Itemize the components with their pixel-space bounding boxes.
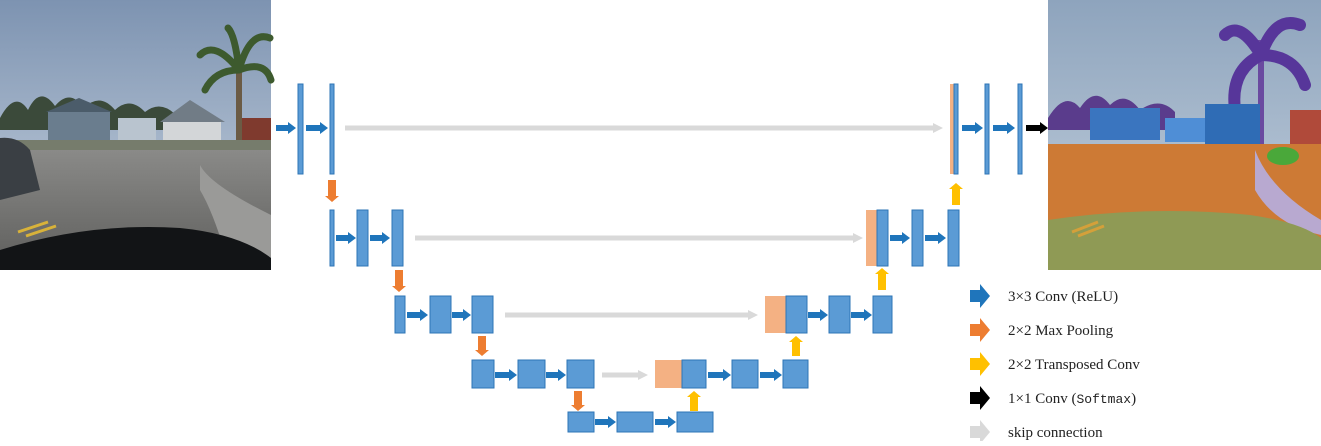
conv-arrow-l5-a [595,416,616,428]
conv-arrow-l4-b [546,369,566,381]
legend-upconv-arrow-icon [970,352,990,376]
feature-map-l1-dec-a [953,83,959,175]
skip-arrow-l2 [415,233,863,243]
legend-pool-label: 2×2 Max Pooling [1008,322,1114,339]
legend-final-arrow-icon [970,386,990,410]
conv-arrow-l5-b [655,416,676,428]
legend-icons [970,284,990,441]
legend-conv-label: 3×3 Conv (ReLU) [1008,288,1119,305]
conv-arrow-l1-dec-b [993,122,1015,134]
feature-map-l2-c [391,209,404,267]
feature-map-l4-a [471,359,495,389]
upconv-arrow-l5 [687,391,701,411]
conv-arrow-l2-a [336,232,356,244]
legend-conv-arrow-icon [970,284,990,308]
output-image [1048,0,1321,270]
legend-upconv-label: 2×2 Transposed Conv [1008,356,1140,373]
pool-arrow-l2 [392,270,406,292]
upconv-arrow-l3 [875,268,889,290]
legend-pool-arrow-icon [970,318,990,342]
legend-skip-label: skip connection [1008,424,1103,441]
feature-map-l1-b [329,83,335,175]
unet-network [276,83,1048,433]
upconv-arrow-l4 [789,336,803,356]
conv-arrow-l3-dec-b [851,309,872,321]
concat-map-l4 [655,360,682,388]
feature-map-l1-a [297,83,304,175]
feature-map-l3-dec-b [828,295,851,334]
feature-map-l4-c [566,359,595,389]
legend-item-final: 1×1 Conv (Softmax) [968,386,1136,412]
feature-map-l1-dec-c [1017,83,1023,175]
conv-arrow-l4-a [495,369,517,381]
legend-final-label-suffix: ) [1131,390,1137,407]
conv-arrow-l2-dec-b [925,232,946,244]
conv-arrow-l3-b [452,309,471,321]
feature-map-l2-dec-b [911,209,924,267]
conv-arrow-l3-a [407,309,428,321]
input-image [0,0,275,270]
concat-map-l2 [866,210,877,266]
conv-arrow-l3-dec-a [808,309,828,321]
concat-map-l3 [765,296,786,333]
feature-map-l4-dec-c [782,359,809,389]
conv-arrow-l2-b [370,232,390,244]
feature-map-l3-b [429,295,452,334]
feature-map-l2-dec-a [876,209,889,267]
pool-arrow-l4 [571,391,585,411]
legend-final-label-prefix: 1×1 Conv ( [1008,390,1077,407]
feature-map-l3-c [471,295,494,334]
legend-final-label-mono: Softmax [1076,391,1132,407]
legend-item-upconv: 2×2 Transposed Conv [968,352,1140,378]
final-conv-arrow [1026,122,1048,134]
legend-item-skip: skip connection [968,420,1103,446]
feature-map-l2-a [329,209,335,267]
upconv-arrow-l2 [949,183,963,205]
feature-map-l3-dec-a [785,295,808,334]
feature-map-l5-b [616,411,654,433]
feature-map-l2-b [356,209,369,267]
concat-map-l1 [950,84,954,174]
feature-map-l4-dec-a [681,359,707,389]
legend-skip-arrow-icon [970,420,990,441]
feature-map-l4-b [517,359,546,389]
legend-item-pool: 2×2 Max Pooling [968,318,1113,344]
feature-map-l5-c [676,411,714,433]
conv-arrow-l4-dec-a [708,369,731,381]
feature-map-l3-a [394,295,406,334]
legend-item-conv: 3×3 Conv (ReLU) [968,284,1118,310]
conv-arrow-l1-a [306,122,328,134]
pool-arrow-l1 [325,180,339,202]
feature-map-l2-dec-c [947,209,960,267]
skip-arrow-l3 [505,310,758,320]
feature-map-l3-dec-c [872,295,893,334]
conv-arrow-l4-dec-b [760,369,782,381]
conv-arrow-l2-dec-a [890,232,910,244]
skip-arrow-l1 [345,123,943,133]
conv-arrow-l1-dec-a [962,122,983,134]
conv-arrow-l1-in [276,122,296,134]
feature-map-l1-dec-b [984,83,990,175]
legend-final-label: 1×1 Conv (Softmax) [1008,391,1136,408]
skip-arrow-l4 [602,370,648,380]
feature-map-l4-dec-b [731,359,759,389]
feature-map-l5-a [567,411,595,433]
pool-arrow-l3 [475,336,489,356]
